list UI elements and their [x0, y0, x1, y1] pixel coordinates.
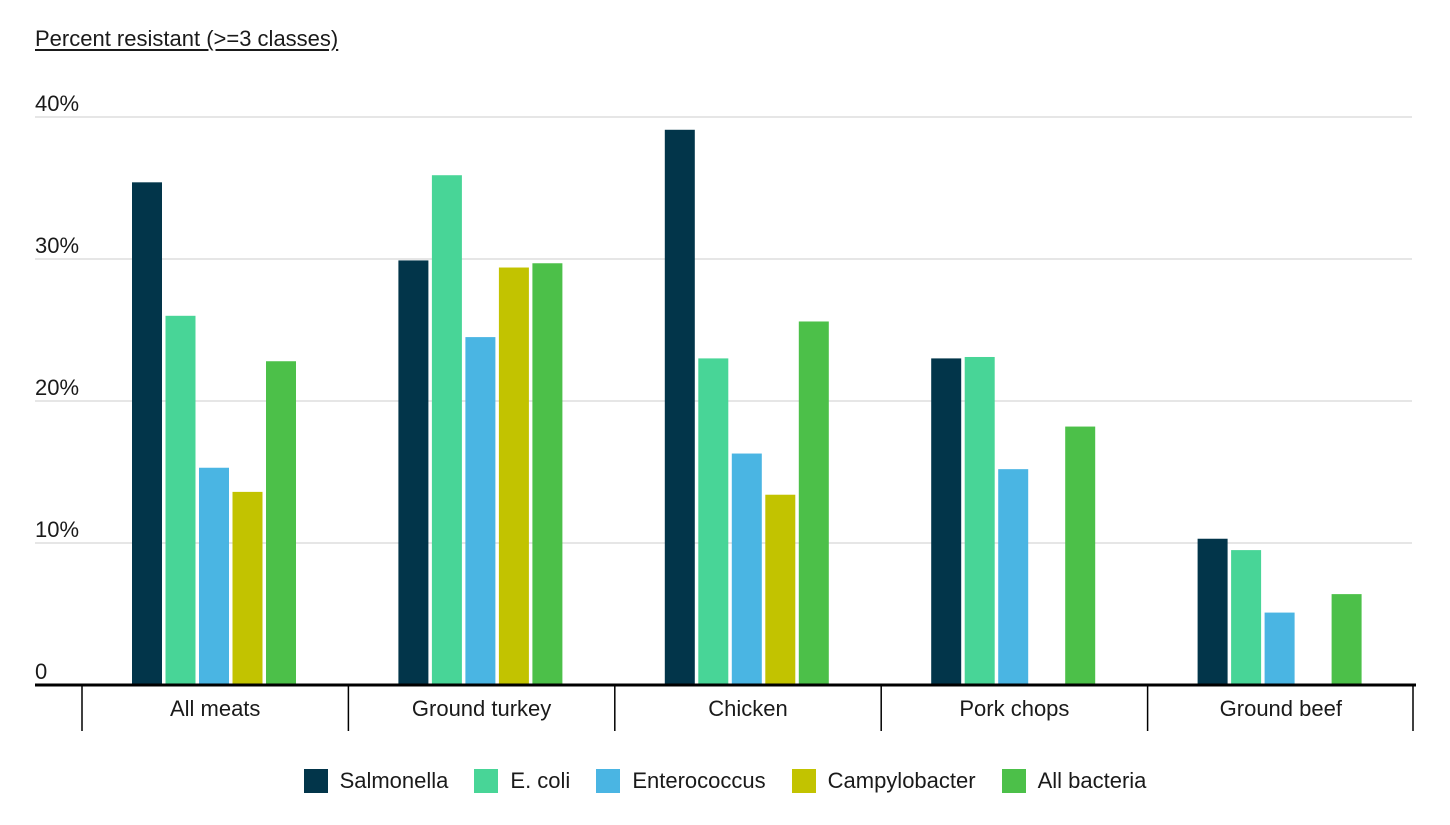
x-tick-label: Ground beef	[1220, 696, 1343, 721]
bar-enterococcus-4	[1264, 612, 1295, 685]
bar-salmonella-4	[1197, 538, 1228, 685]
legend-swatch	[791, 769, 816, 793]
legend-item: E. coli	[474, 768, 570, 794]
legend-label: Enterococcus	[632, 768, 766, 793]
y-tick-label: 20%	[35, 375, 79, 400]
y-tick-labels: 0 10% 20% 30% 40%	[35, 91, 79, 684]
legend-label: E. coli	[510, 768, 571, 793]
y-tick-label: 40%	[35, 91, 79, 116]
bar-salmonella-3	[931, 358, 962, 685]
y-tick-label: 0	[35, 659, 47, 684]
legend-item: Enterococcus	[596, 768, 766, 794]
legend-label: All bacteria	[1037, 768, 1147, 793]
y-tick-label: 10%	[35, 517, 79, 542]
y-tick-label: 30%	[35, 233, 79, 258]
legend-label: Campylobacter	[827, 768, 976, 793]
bar-enterococcus-1	[465, 337, 496, 685]
bar-chart-plot: 0 10% 20% 30% 40% All meats Ground turkey Chic…	[35, 91, 1416, 731]
bar-campylobacter-0	[232, 491, 263, 685]
bar-campylobacter-2	[765, 494, 796, 685]
bar-e-coli-2	[698, 358, 729, 685]
bar-e-coli-0	[165, 315, 196, 685]
bar-salmonella-0	[132, 182, 162, 685]
x-tick-labels: All meats Ground turkey Chicken Pork chops G…	[170, 696, 1343, 721]
bars	[132, 129, 1362, 685]
bar-e-coli-4	[1231, 550, 1262, 685]
legend-swatch	[596, 769, 621, 793]
bar-all-bacteria-0	[266, 361, 296, 685]
x-axis	[35, 683, 1416, 731]
legend: Salmonella E. coli Enterococcus Campylobact…	[0, 768, 1450, 794]
bar-enterococcus-2	[731, 453, 762, 685]
legend-item: Campylobacter	[791, 768, 976, 794]
x-tick-label: Pork chops	[959, 696, 1069, 721]
x-tick-label: Chicken	[708, 696, 787, 721]
bar-enterococcus-0	[199, 467, 229, 685]
bar-salmonella-2	[664, 129, 695, 685]
bar-all-bacteria-1	[532, 263, 563, 685]
legend-item: All bacteria	[1001, 768, 1147, 794]
legend-label: Salmonella	[339, 768, 449, 793]
x-tick-label: Ground turkey	[412, 696, 551, 721]
bar-e-coli-1	[431, 175, 462, 685]
bar-all-bacteria-2	[798, 321, 829, 685]
bar-e-coli-3	[964, 356, 995, 685]
bar-all-bacteria-3	[1065, 426, 1096, 685]
legend-swatch	[1001, 769, 1026, 793]
x-tick-label: All meats	[170, 696, 260, 721]
bar-campylobacter-1	[498, 267, 529, 685]
y-axis-title: Percent resistant (>=3 classes)	[35, 26, 339, 51]
legend-swatch	[303, 769, 328, 793]
legend-swatch	[474, 769, 499, 793]
bar-enterococcus-3	[998, 469, 1029, 685]
bar-salmonella-1	[398, 260, 429, 685]
bar-all-bacteria-4	[1331, 594, 1362, 685]
legend-item: Salmonella	[303, 768, 449, 794]
